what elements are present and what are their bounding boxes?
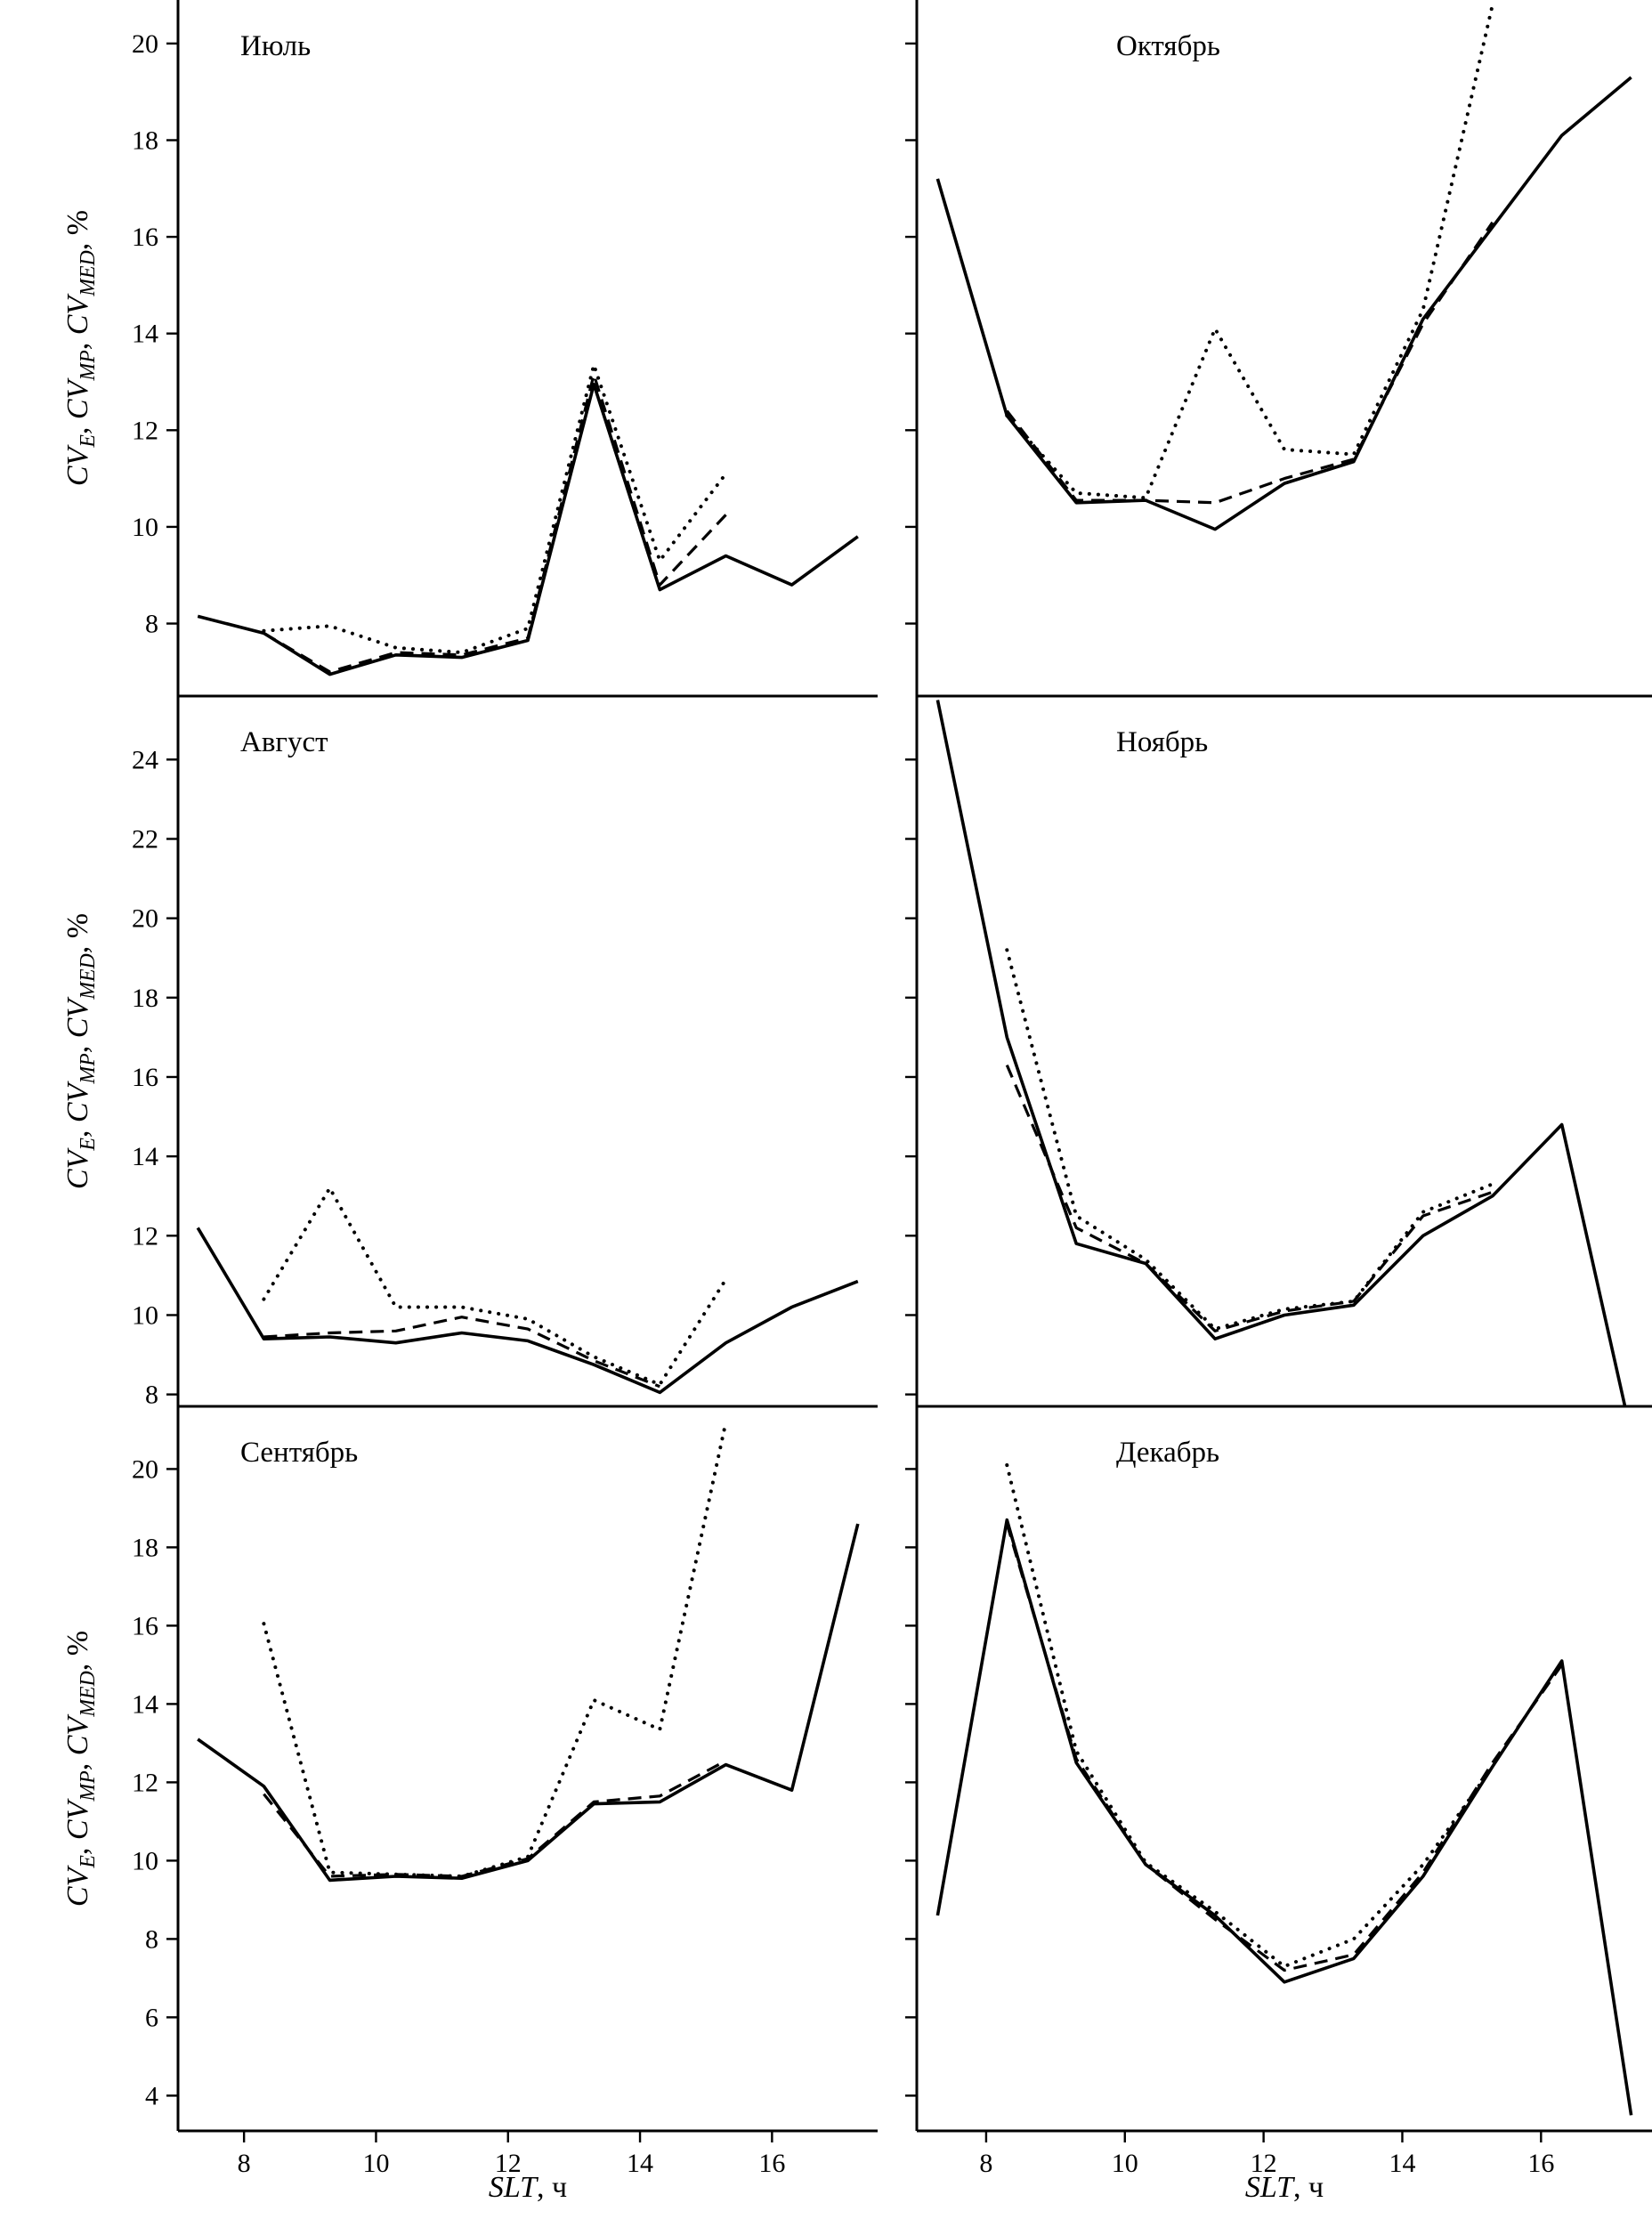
x-axis-label-left-column: SLT, ч (489, 2171, 567, 2205)
x-axis-label-italic: SLT (488, 2171, 538, 2204)
series-group (196, 1186, 859, 1395)
chart-panel-july: 8 10 12 14 16 18 20 Июль (132, 0, 878, 698)
y-tick-label: 18 (132, 984, 158, 1013)
x-tick-label: 16 (1527, 2149, 1554, 2178)
x-tick-label: 16 (758, 2149, 785, 2178)
series-solid (196, 1227, 859, 1395)
series-dashed (1006, 221, 1494, 505)
y-axis-label: CVE, CVMP, CVMED, % (61, 1630, 100, 1907)
y-tick-label: 20 (132, 1454, 158, 1484)
y-tick-label: 18 (132, 126, 158, 155)
y-tick-label: 12 (132, 1221, 158, 1251)
y-tick-label: 16 (132, 1611, 158, 1640)
chart-panel-september: 4 6 8 10 12 14 16 18 20 8 10 12 14 16 Сентябрь (132, 1406, 878, 2178)
series-group (197, 363, 859, 676)
y-tick-label: 10 (132, 513, 158, 542)
x-tick-label: 8 (979, 2149, 992, 2178)
series-dashed (263, 1759, 727, 1878)
x-tick-label: 12 (495, 2149, 522, 2178)
y-tick-label: 10 (132, 1300, 158, 1330)
x-tick-label: 10 (1112, 2149, 1138, 2178)
series-dashed (263, 1316, 660, 1389)
series-dotted (1005, 948, 1494, 1332)
x-tick-label: 12 (1251, 2149, 1277, 2178)
series-solid (197, 382, 859, 676)
y-tick-label: 12 (132, 416, 158, 445)
series-dashed (1005, 1523, 1564, 1972)
series-solid (935, 1518, 1633, 2116)
series-dotted (262, 1420, 728, 1878)
x-axis-label-right-column: SLT, ч (1245, 2171, 1324, 2205)
series-solid (935, 76, 1632, 531)
y-tick-label: 20 (132, 904, 158, 934)
x-tick-label: 14 (627, 2149, 653, 2178)
y-axis-label: CVE, CVMP, CVMED, % (61, 209, 100, 487)
panel-title: Ноябрь (1116, 726, 1208, 758)
x-axis-label-units: , ч (537, 2171, 568, 2204)
panel-title: Декабрь (1116, 1437, 1219, 1469)
series-group (935, 3, 1632, 531)
series-solid (197, 1523, 860, 1883)
y-tick-label: 16 (132, 1063, 158, 1092)
x-tick-label: 8 (238, 2149, 251, 2178)
x-tick-label: 14 (1389, 2149, 1415, 2178)
y-tick-label: 14 (132, 1689, 158, 1719)
series-dashed (263, 373, 727, 674)
series-dotted (262, 1186, 728, 1387)
series-solid (935, 700, 1627, 1406)
y-tick-label: 14 (132, 320, 158, 349)
y-axis-label: CVE, CVMP, CVMED, % (61, 912, 100, 1190)
panel-title: Октябрь (1116, 30, 1220, 62)
panel-title: Сентябрь (240, 1437, 358, 1469)
series-group (935, 1463, 1633, 2116)
y-tick-label: 18 (132, 1533, 158, 1562)
series-dashed (1005, 1064, 1494, 1332)
chart-panel-october: Октябрь (905, 0, 1652, 698)
chart-panel-november: Ноябрь (905, 696, 1652, 1408)
x-axis-label-units: , ч (1293, 2171, 1324, 2204)
y-tick-label: 14 (132, 1142, 158, 1171)
y-tick-label: 20 (132, 29, 158, 59)
chart-panel-august: 8 10 12 14 16 18 20 22 24 Август (132, 696, 878, 1410)
y-tick-label: 8 (145, 610, 158, 639)
panel-title: Август (240, 726, 328, 758)
series-dotted (1005, 1463, 1494, 1969)
y-tick-label: 8 (145, 1381, 158, 1410)
y-tick-label: 4 (145, 2081, 158, 2110)
series-group (197, 1420, 860, 1883)
chart-panel-december: 8 10 12 14 16 Декабрь (905, 1406, 1652, 2178)
y-tick-label: 24 (132, 745, 158, 774)
x-tick-label: 10 (362, 2149, 389, 2178)
panel-title: Июль (240, 30, 311, 62)
y-tick-label: 6 (145, 2003, 158, 2032)
series-dotted (262, 363, 728, 655)
x-axis-label-italic: SLT (1244, 2171, 1294, 2204)
y-tick-label: 8 (145, 1924, 158, 1954)
y-tick-label: 22 (132, 824, 158, 854)
y-tick-label: 16 (132, 223, 158, 252)
series-dotted (1005, 3, 1494, 500)
y-tick-label: 10 (132, 1846, 158, 1875)
series-group (935, 700, 1627, 1406)
y-tick-label: 12 (132, 1768, 158, 1797)
